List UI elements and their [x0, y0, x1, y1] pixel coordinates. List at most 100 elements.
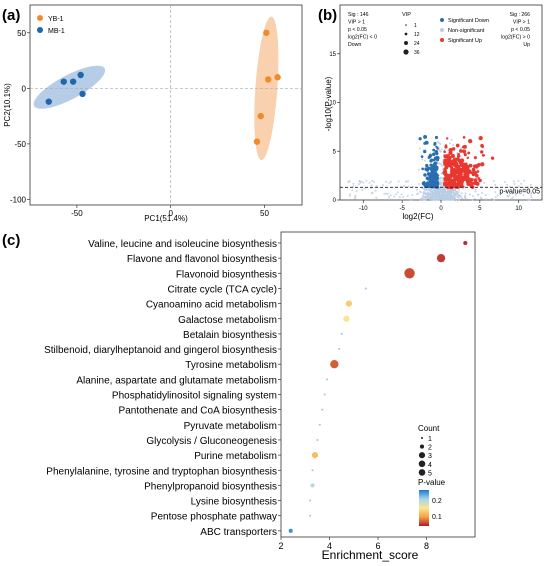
nonsig-point	[405, 180, 408, 183]
nonsig-point	[452, 189, 455, 192]
nonsig-point	[485, 198, 488, 201]
enrichment-x-tick-label: 2	[278, 541, 283, 551]
nonsig-point	[473, 197, 476, 200]
pathway-label: Pentose phosphate pathway	[151, 512, 277, 523]
count-legend-swatch	[419, 444, 425, 449]
nonsig-point	[527, 198, 530, 201]
sig-up-point	[444, 163, 449, 168]
nonsig-point	[434, 198, 437, 201]
mb1-point	[45, 98, 52, 105]
sig-down-point	[434, 161, 438, 165]
pca-y-tick-label: -50	[14, 140, 26, 149]
enrichment-chart: Valine, leucine and isoleucine biosynthe…	[44, 231, 476, 562]
volcano-y-tick-label: 15	[329, 52, 336, 58]
nonsig-point	[441, 198, 444, 201]
nonsig-point	[447, 193, 450, 196]
nonsig-point	[432, 194, 435, 197]
nonsig-point	[411, 198, 414, 201]
sig-up-point	[467, 151, 471, 155]
nonsig-point	[513, 188, 516, 191]
sig-up-point	[455, 143, 460, 148]
sig-down-point	[423, 134, 428, 139]
nonsig-point	[360, 189, 363, 192]
nonsig-point	[363, 187, 366, 190]
sig-up-point	[463, 152, 467, 157]
count-legend-swatch	[421, 437, 423, 439]
nonsig-point	[440, 172, 443, 175]
nonsig-point	[530, 196, 533, 199]
nonsig-point	[453, 189, 456, 192]
nonsig-point	[428, 189, 431, 192]
sig-up-point	[473, 156, 477, 160]
nonsig-point	[452, 144, 455, 147]
pathway-point	[404, 268, 415, 279]
nonsig-point	[464, 194, 467, 197]
nonsig-point	[494, 196, 497, 199]
volcano-threshold-label: p-value=0.05	[499, 188, 540, 195]
pvalue-legend-title: P-value	[418, 478, 446, 487]
sig-up-point	[478, 135, 483, 141]
nonsig-point	[492, 198, 495, 201]
sig-up-point	[457, 175, 462, 180]
nonsig-point	[443, 198, 446, 201]
sig-up-point	[473, 178, 478, 182]
nonsig-point	[431, 192, 434, 195]
nonsig-point	[440, 190, 443, 193]
sig-up-point	[459, 149, 463, 153]
yb1-point	[274, 74, 281, 81]
sig-up-point	[450, 153, 455, 158]
nonsig-point	[458, 188, 461, 191]
sig-down-point	[435, 172, 438, 176]
pca-legend-swatch	[37, 15, 43, 21]
nonsig-point	[455, 194, 458, 197]
volcano-down-note-line: p < 0.05	[348, 27, 367, 33]
sig-down-point	[421, 167, 425, 171]
volcano-down-note-line: Down	[348, 42, 361, 48]
pathway-point	[316, 438, 319, 441]
sig-down-point	[434, 177, 439, 181]
nonsig-point	[421, 197, 424, 200]
volcano-legend-label: Non-significant	[448, 28, 485, 34]
nonsig-point	[483, 181, 486, 184]
pca-legend-label: MB-1	[48, 28, 65, 35]
nonsig-point	[397, 180, 400, 183]
count-legend-label: 2	[428, 445, 432, 452]
nonsig-point	[385, 192, 388, 195]
nonsig-point	[437, 162, 440, 165]
nonsig-point	[447, 197, 450, 200]
pathway-point	[309, 499, 312, 502]
volcano-x-tick-label: 0	[439, 206, 443, 212]
pathway-label: ABC transporters	[200, 527, 277, 538]
nonsig-point	[433, 189, 436, 192]
pathway-label: Cyanoamino acid metabolism	[146, 300, 277, 311]
nonsig-point	[441, 192, 444, 195]
sig-up-point	[490, 156, 495, 160]
vip-legend-swatch	[404, 32, 408, 36]
mb1-point	[69, 78, 77, 85]
sig-down-point	[432, 171, 435, 175]
sig-up-point	[468, 138, 473, 144]
pathway-label: Phenylpropanoid biosynthesis	[144, 481, 277, 492]
count-legend-swatch	[418, 460, 426, 468]
sig-up-point	[446, 185, 450, 189]
nonsig-point	[529, 190, 532, 193]
sig-up-point	[457, 169, 462, 174]
pvalue-legend-label: 0.2	[432, 498, 442, 505]
nonsig-point	[417, 168, 420, 171]
nonsig-point	[407, 185, 410, 188]
nonsig-point	[450, 193, 453, 196]
volcano-y-axis-label: -log10(P-value)	[324, 76, 333, 131]
nonsig-point	[452, 191, 455, 194]
pathway-label: Pantothenate and CoA biosynthesis	[119, 406, 277, 417]
nonsig-point	[375, 196, 378, 199]
nonsig-point	[464, 192, 467, 195]
sig-up-point	[448, 177, 451, 181]
nonsig-point	[389, 194, 392, 197]
volcano-up-note-line: log2(FC) > 0	[501, 35, 530, 41]
nonsig-point	[423, 192, 426, 195]
vip-legend-label: 12	[414, 32, 420, 38]
pathway-point	[436, 254, 446, 263]
pvalue-legend-label: 0.1	[432, 514, 442, 521]
sig-up-point	[444, 145, 448, 149]
